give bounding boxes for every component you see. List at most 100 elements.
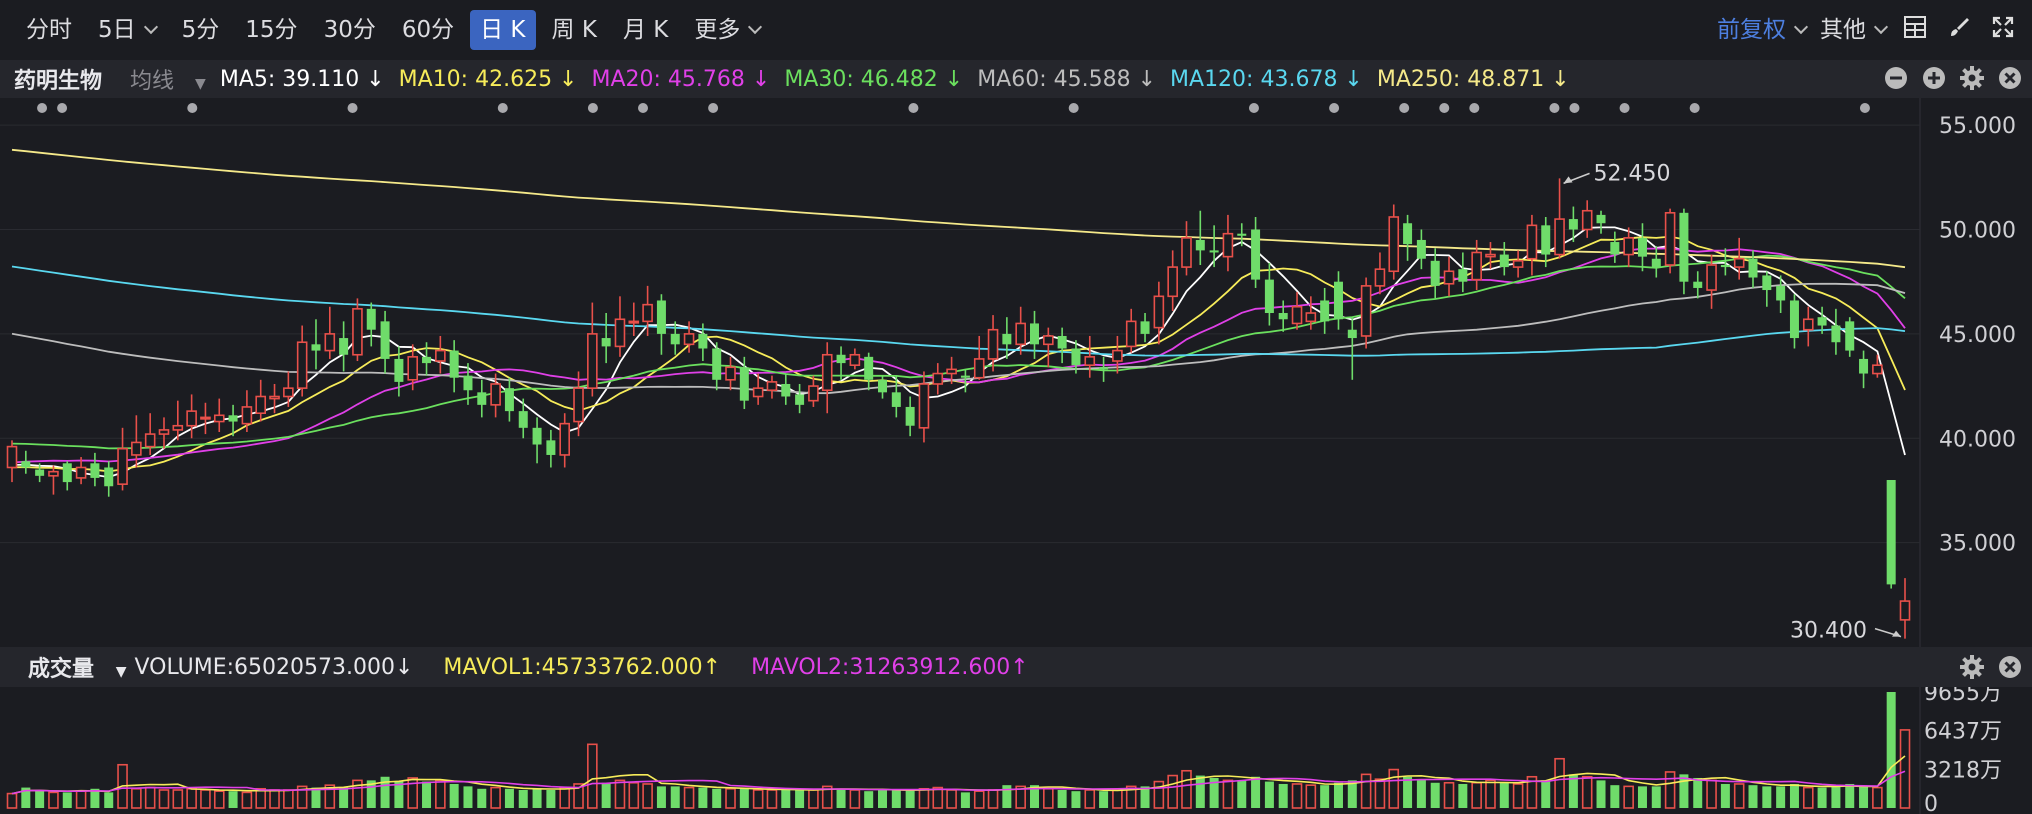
candle[interactable]: [75, 457, 87, 485]
candle[interactable]: [1526, 214, 1538, 276]
candle[interactable]: [532, 417, 542, 464]
candle[interactable]: [228, 404, 238, 437]
candle[interactable]: [200, 402, 211, 435]
candle[interactable]: [1637, 223, 1647, 272]
ma-dropdown[interactable]: 均线 ▼: [116, 63, 206, 95]
candle[interactable]: [117, 427, 128, 491]
event-marker-icon[interactable]: [347, 103, 358, 113]
candle[interactable]: [380, 310, 390, 374]
tab-period-0[interactable]: 分时: [16, 10, 82, 50]
candle[interactable]: [1057, 327, 1067, 364]
volume-chart[interactable]: 9655万 6437万 3218万 0: [0, 687, 2032, 814]
candle[interactable]: [1237, 223, 1247, 247]
candle[interactable]: [795, 383, 805, 414]
candle[interactable]: [518, 398, 528, 439]
candle[interactable]: [1347, 317, 1357, 380]
candle[interactable]: [477, 379, 487, 418]
candle[interactable]: [407, 344, 419, 391]
candle[interactable]: [725, 356, 736, 391]
candle[interactable]: [587, 302, 598, 397]
candle[interactable]: [1015, 306, 1026, 355]
event-marker-icon[interactable]: [1439, 103, 1450, 113]
candle[interactable]: [352, 298, 363, 362]
candle[interactable]: [1002, 317, 1012, 359]
candle[interactable]: [131, 415, 142, 468]
draw-brush-icon[interactable]: [1944, 12, 1974, 42]
tab-period-8[interactable]: 月 K: [613, 10, 678, 50]
event-marker-icon[interactable]: [1068, 103, 1079, 113]
candle[interactable]: [1209, 225, 1219, 268]
candle[interactable]: [864, 352, 874, 391]
candle[interactable]: [422, 342, 432, 376]
tab-period-1[interactable]: 5日: [88, 10, 166, 50]
candle[interactable]: [821, 342, 833, 414]
candle[interactable]: [601, 313, 611, 364]
candle[interactable]: [781, 373, 791, 405]
candle[interactable]: [172, 400, 184, 441]
candle[interactable]: [21, 450, 31, 474]
candle[interactable]: [1471, 239, 1482, 291]
candle[interactable]: [90, 452, 100, 487]
candle[interactable]: [1776, 275, 1786, 314]
candle[interactable]: [1112, 335, 1123, 374]
candle[interactable]: [269, 383, 280, 414]
candle[interactable]: [1499, 242, 1509, 276]
candle[interactable]: [504, 377, 514, 422]
candle[interactable]: [213, 398, 225, 432]
candle[interactable]: [62, 461, 72, 491]
event-marker-icon[interactable]: [497, 103, 508, 113]
candle[interactable]: [905, 396, 915, 437]
candle[interactable]: [987, 315, 999, 372]
candle[interactable]: [255, 379, 267, 422]
candle[interactable]: [1071, 340, 1081, 374]
zoom-in-icon[interactable]: [1920, 64, 1948, 92]
tab-period-4[interactable]: 30分: [314, 10, 386, 50]
candle[interactable]: [683, 321, 695, 353]
close-icon[interactable]: [1996, 653, 2024, 681]
candle[interactable]: [546, 429, 556, 468]
candle[interactable]: [1568, 206, 1578, 243]
candle[interactable]: [1872, 354, 1883, 378]
candle[interactable]: [35, 463, 45, 483]
candle[interactable]: [1859, 350, 1869, 389]
settings-gear-icon[interactable]: [1958, 64, 1986, 92]
event-marker-icon[interactable]: [1619, 103, 1630, 113]
candle[interactable]: [48, 465, 59, 495]
candle[interactable]: [891, 375, 901, 418]
event-marker-icon[interactable]: [1549, 103, 1560, 113]
candle[interactable]: [1733, 237, 1745, 280]
candle[interactable]: [1458, 252, 1468, 293]
candle[interactable]: [642, 285, 653, 336]
candle[interactable]: [712, 342, 722, 391]
candle[interactable]: [573, 371, 584, 437]
candle[interactable]: [670, 321, 680, 355]
candle[interactable]: [1762, 271, 1772, 307]
candle[interactable]: [1610, 231, 1620, 263]
candle[interactable]: [1886, 480, 1896, 589]
event-marker-icon[interactable]: [37, 103, 48, 113]
zoom-out-icon[interactable]: [1882, 64, 1910, 92]
candle[interactable]: [339, 321, 349, 372]
event-marker-icon[interactable]: [908, 103, 919, 113]
candle[interactable]: [144, 413, 156, 455]
candle[interactable]: [283, 371, 294, 407]
candle[interactable]: [1222, 214, 1234, 272]
candle[interactable]: [1084, 335, 1096, 378]
close-icon[interactable]: [1996, 64, 2024, 92]
event-marker-icon[interactable]: [708, 103, 719, 113]
candle[interactable]: [1360, 277, 1372, 349]
candle[interactable]: [1789, 294, 1799, 349]
candle[interactable]: [614, 296, 626, 357]
candle[interactable]: [158, 417, 170, 449]
candle[interactable]: [932, 363, 944, 395]
candle[interactable]: [1899, 578, 1911, 639]
event-marker-icon[interactable]: [1859, 103, 1870, 113]
candle[interactable]: [394, 346, 404, 397]
candle[interactable]: [1416, 229, 1426, 270]
candle[interactable]: [1831, 308, 1841, 355]
volume-title[interactable]: 成交量 ▼: [14, 651, 126, 683]
event-marker-icon[interactable]: [57, 103, 68, 113]
event-marker-icon[interactable]: [1329, 103, 1340, 113]
candle[interactable]: [1651, 246, 1661, 278]
candle[interactable]: [1679, 208, 1689, 295]
